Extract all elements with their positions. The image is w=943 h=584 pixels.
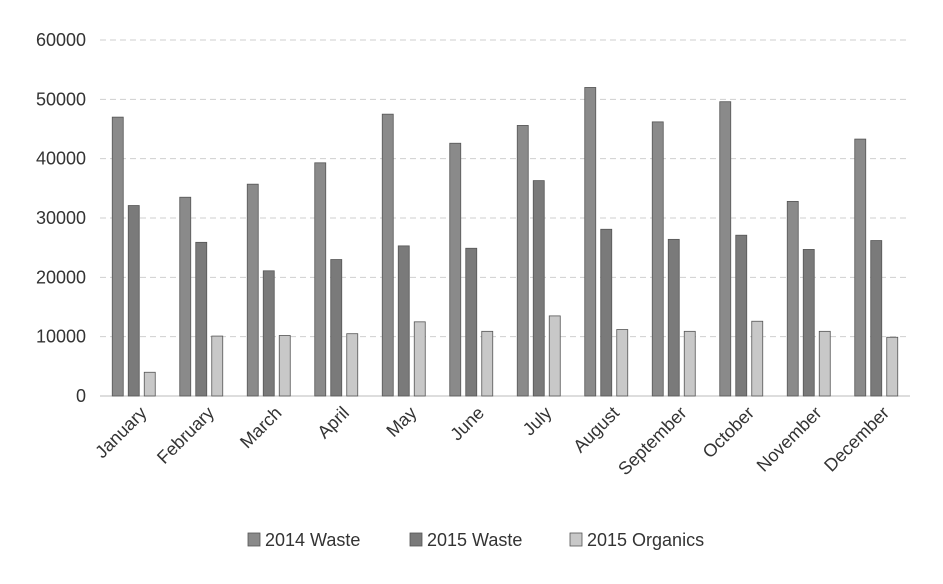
- y-axis: 0 10000 20000 30000 40000 50000 60000: [36, 30, 86, 406]
- bar-2014-waste-december: [854, 138, 867, 397]
- y-tick-label: 10000: [36, 327, 86, 347]
- bar-2015-waste-july: [532, 180, 545, 397]
- bar-2015-waste-january: [127, 205, 140, 397]
- bar-2015-waste-february: [195, 241, 208, 397]
- bar-2014-waste-january: [111, 116, 124, 397]
- bars: [111, 87, 899, 397]
- bar-2014-waste-august: [584, 87, 597, 397]
- bar-2015-organics-october: [751, 320, 764, 397]
- legend-label: 2014 Waste: [265, 530, 360, 550]
- bar-2015-organics-may: [413, 321, 426, 397]
- bar-2014-waste-april: [314, 162, 327, 397]
- bar-2015-organics-december: [886, 336, 899, 397]
- legend-swatch: [569, 532, 583, 547]
- legend-label: 2015 Waste: [427, 530, 522, 550]
- bar-2015-waste-april: [330, 259, 343, 397]
- y-tick-label: 60000: [36, 30, 86, 50]
- legend: 2014 Waste 2015 Waste 2015 Organics: [247, 530, 704, 550]
- bar-2015-organics-august: [616, 329, 629, 397]
- bar-2014-waste-november: [786, 200, 799, 397]
- gridlines: [100, 39, 910, 338]
- y-tick-label: 0: [76, 386, 86, 406]
- bar-2015-organics-february: [211, 335, 224, 397]
- bar-2015-waste-december: [870, 240, 883, 397]
- y-tick-label: 40000: [36, 149, 86, 169]
- bar-2014-waste-july: [516, 125, 529, 397]
- bar-2014-waste-may: [381, 113, 394, 397]
- legend-swatch: [247, 532, 261, 547]
- bar-2014-waste-october: [719, 101, 732, 397]
- bar-2014-waste-september: [651, 121, 664, 397]
- bar-2015-organics-april: [346, 333, 359, 397]
- bar-2015-waste-august: [600, 228, 613, 397]
- bar-2015-waste-june: [465, 247, 478, 397]
- y-tick-label: 30000: [36, 208, 86, 228]
- bar-2014-waste-march: [246, 183, 259, 397]
- bar-2015-organics-june: [481, 330, 494, 397]
- bar-2015-organics-july: [548, 315, 561, 397]
- legend-label: 2015 Organics: [587, 530, 704, 550]
- bar-2014-waste-june: [449, 142, 462, 397]
- bar-2015-organics-january: [143, 371, 156, 397]
- bar-2015-waste-may: [397, 245, 410, 397]
- bar-2015-waste-october: [735, 234, 748, 397]
- bar-2015-waste-march: [262, 270, 275, 397]
- bar-2015-organics-march: [278, 335, 291, 397]
- legend-swatch: [409, 532, 423, 547]
- bar-2015-waste-november: [802, 249, 815, 397]
- bar-2015-organics-september: [683, 330, 696, 397]
- bar-2015-waste-september: [667, 238, 680, 397]
- bar-2014-waste-february: [179, 196, 192, 397]
- y-tick-label: 20000: [36, 267, 86, 287]
- y-tick-label: 50000: [36, 89, 86, 109]
- bar-2015-organics-november: [818, 330, 831, 397]
